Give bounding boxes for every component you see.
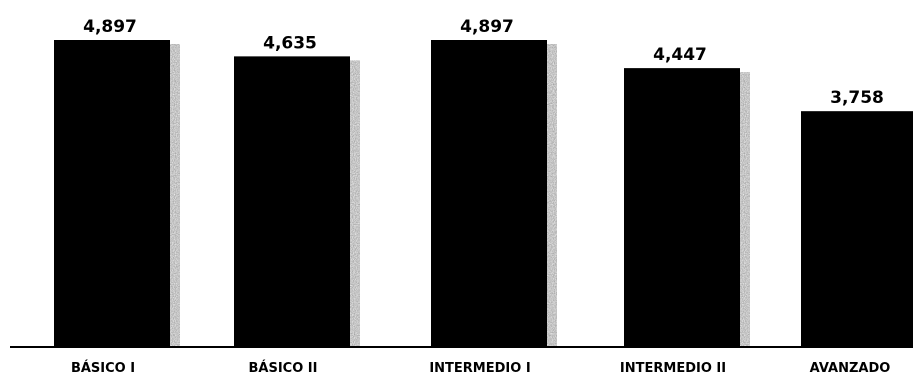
bar-2 bbox=[234, 56, 350, 347]
bar-shadow-3 bbox=[545, 44, 557, 346]
bar-5 bbox=[801, 111, 913, 346]
bar-4 bbox=[624, 68, 740, 346]
category-label-1: BÁSICO I bbox=[71, 360, 135, 376]
bar-1 bbox=[54, 40, 170, 346]
value-label-1: 4,897 bbox=[83, 17, 137, 37]
labels-layer: 4,897 BÁSICO I 4,635 BÁSICO II 4,897 INTERMED… bbox=[71, 17, 890, 376]
bars-layer bbox=[54, 40, 913, 347]
category-label-4: INTERMEDIO II bbox=[620, 361, 726, 376]
bar-shadow-2 bbox=[348, 60, 360, 347]
value-label-3: 4,897 bbox=[460, 17, 514, 37]
value-label-2: 4,635 bbox=[263, 33, 317, 53]
bar-shadow-4 bbox=[738, 72, 750, 346]
value-label-5: 3,758 bbox=[830, 88, 884, 108]
value-label-4: 4,447 bbox=[653, 45, 707, 65]
category-label-5: AVANZADO bbox=[810, 361, 891, 376]
category-label-3: INTERMEDIO I bbox=[429, 361, 530, 376]
bar-shadow-1 bbox=[168, 44, 180, 346]
bar-3 bbox=[431, 40, 547, 346]
category-label-2: BÁSICO II bbox=[249, 360, 318, 376]
